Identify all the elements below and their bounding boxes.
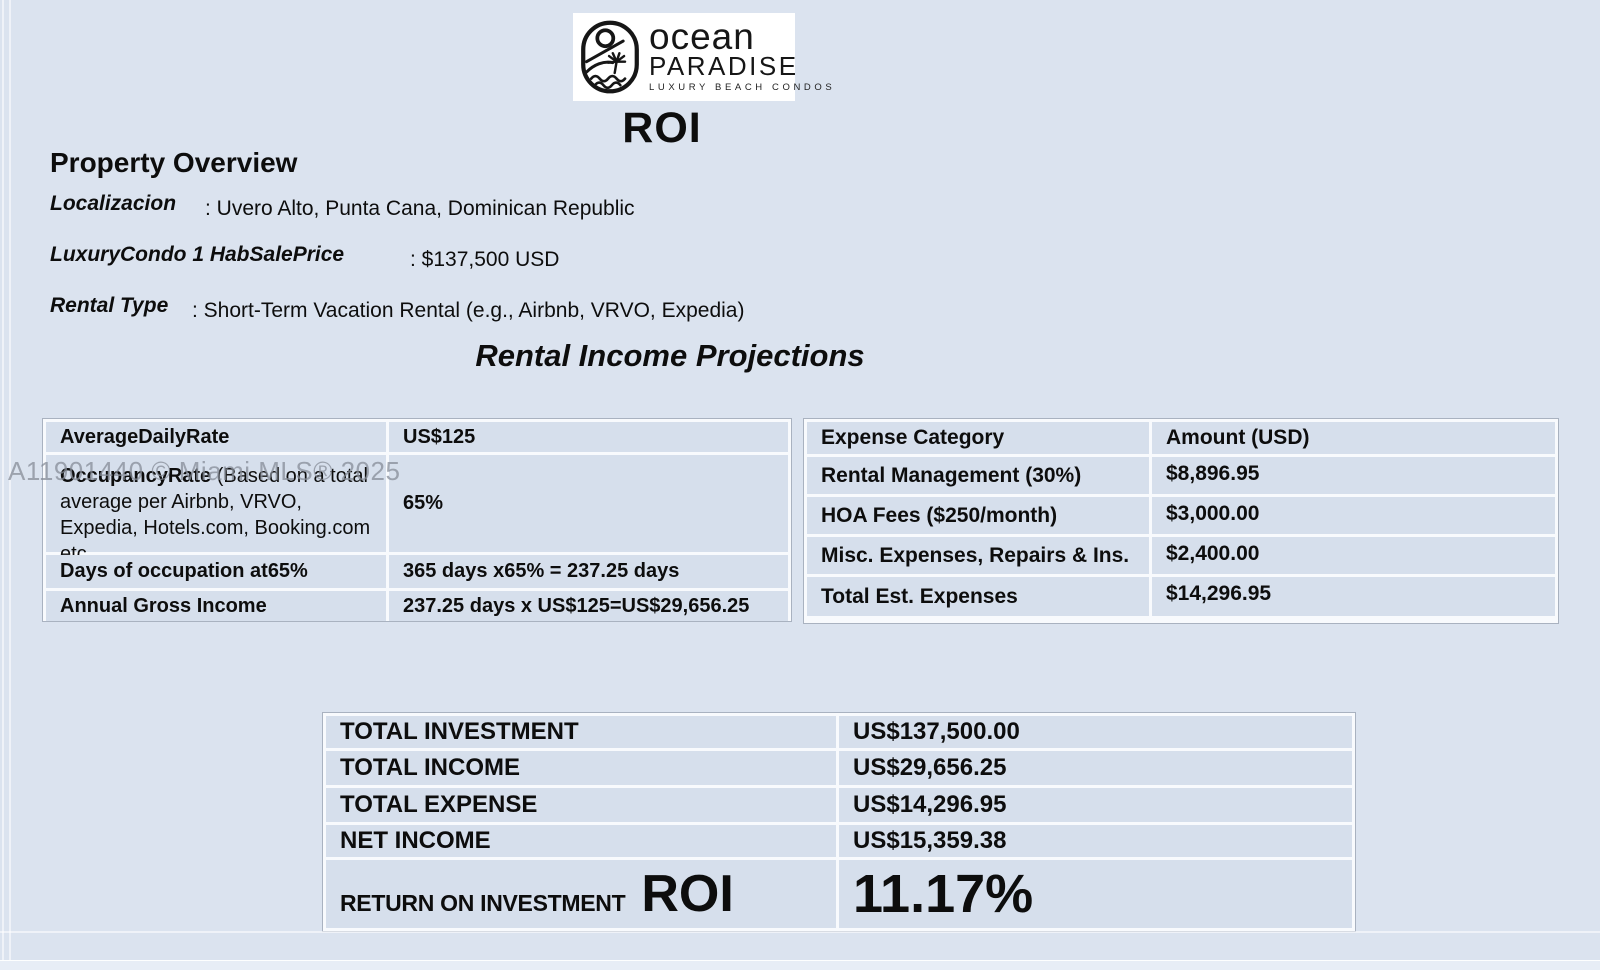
logo-wordmark: ocean PARADISE LUXURY BEACH CONDOS bbox=[649, 16, 836, 94]
summary-row-label: TOTAL INCOME bbox=[326, 751, 836, 785]
mls-watermark: A11901440 © Miami MLS® 2025 bbox=[8, 456, 401, 486]
roi-abbrev-label: ROI bbox=[641, 865, 734, 923]
roi-percentage-value: 11.17% bbox=[839, 860, 1352, 928]
company-logo: ocean PARADISE LUXURY BEACH CONDOS bbox=[573, 13, 832, 101]
income-row-value: 237.25 days x US$125=US$29,656.25 bbox=[389, 591, 788, 621]
occupancy-rate-label-bold: OccupancyRate bbox=[60, 465, 212, 487]
expenses-table: Expense Category Amount (USD) Rental Man… bbox=[803, 418, 1559, 624]
summary-row-value: US$29,656.25 bbox=[839, 751, 1352, 785]
overview-label-price: LuxuryCondo 1 HabSalePrice bbox=[50, 243, 345, 266]
expense-row-label: Total Est. Expenses bbox=[807, 577, 1149, 616]
return-on-investment-label: RETURN ON INVESTMENT bbox=[340, 890, 626, 916]
roi-summary-table: TOTAL INVESTMENT US$137,500.00 TOTAL INC… bbox=[322, 712, 1356, 932]
expense-row-label: Rental Management (30%) bbox=[807, 457, 1149, 494]
horizontal-rule-artifact bbox=[0, 931, 1600, 933]
property-overview-heading: Property Overview bbox=[50, 147, 298, 178]
overview-label-location: Localizacion bbox=[50, 192, 177, 215]
income-row-label: AverageDailyRate bbox=[46, 422, 386, 452]
roi-row-label: RETURN ON INVESTMENT ROI bbox=[326, 860, 836, 928]
expense-row-label: Misc. Expenses, Repairs & Ins. bbox=[807, 537, 1149, 574]
left-edge-artifact bbox=[2, 0, 4, 970]
income-row-label: Annual Gross Income bbox=[46, 591, 386, 621]
expense-row-value: $8,896.95 bbox=[1152, 457, 1555, 494]
logo-name-bottom: PARADISE bbox=[649, 51, 799, 82]
expense-row-value: $3,000.00 bbox=[1152, 497, 1555, 534]
beach-badge-icon bbox=[581, 20, 639, 94]
page-title: ROI bbox=[622, 104, 702, 152]
expense-row-value: $14,296.95 bbox=[1152, 577, 1555, 616]
logo-name-top: ocean bbox=[649, 16, 755, 58]
expense-header-category: Expense Category bbox=[807, 422, 1149, 454]
bottom-strip bbox=[0, 960, 1600, 970]
overview-label-rental-type: Rental Type bbox=[50, 294, 169, 317]
income-row-label: Days of occupation at65% bbox=[46, 555, 386, 588]
summary-row-value: US$14,296.95 bbox=[839, 788, 1352, 822]
income-row-value: 65% bbox=[389, 455, 788, 552]
rental-income-table: AverageDailyRate US$125 OccupancyRate (B… bbox=[42, 418, 792, 622]
logo-tagline: LUXURY BEACH CONDOS bbox=[649, 82, 836, 94]
income-row-value: US$125 bbox=[389, 422, 788, 452]
overview-value-rental-type: : Short-Term Vacation Rental (e.g., Airb… bbox=[192, 299, 745, 322]
summary-row-value: US$137,500.00 bbox=[839, 716, 1352, 748]
summary-row-label: TOTAL INVESTMENT bbox=[326, 716, 836, 748]
summary-row-label: NET INCOME bbox=[326, 825, 836, 857]
overview-value-price: : $137,500 USD bbox=[410, 248, 560, 271]
overview-value-location: : Uvero Alto, Punta Cana, Dominican Repu… bbox=[205, 197, 635, 220]
rental-income-heading: Rental Income Projections bbox=[475, 338, 865, 373]
expense-header-amount: Amount (USD) bbox=[1152, 422, 1555, 454]
summary-row-value: US$15,359.38 bbox=[839, 825, 1352, 857]
roi-label-group: RETURN ON INVESTMENT ROI bbox=[340, 864, 734, 924]
expense-row-label: HOA Fees ($250/month) bbox=[807, 497, 1149, 534]
expense-row-value: $2,400.00 bbox=[1152, 537, 1555, 574]
left-edge-artifact-2 bbox=[9, 0, 11, 970]
income-row-value: 365 days x65% = 237.25 days bbox=[389, 555, 788, 588]
summary-row-label: TOTAL EXPENSE bbox=[326, 788, 836, 822]
